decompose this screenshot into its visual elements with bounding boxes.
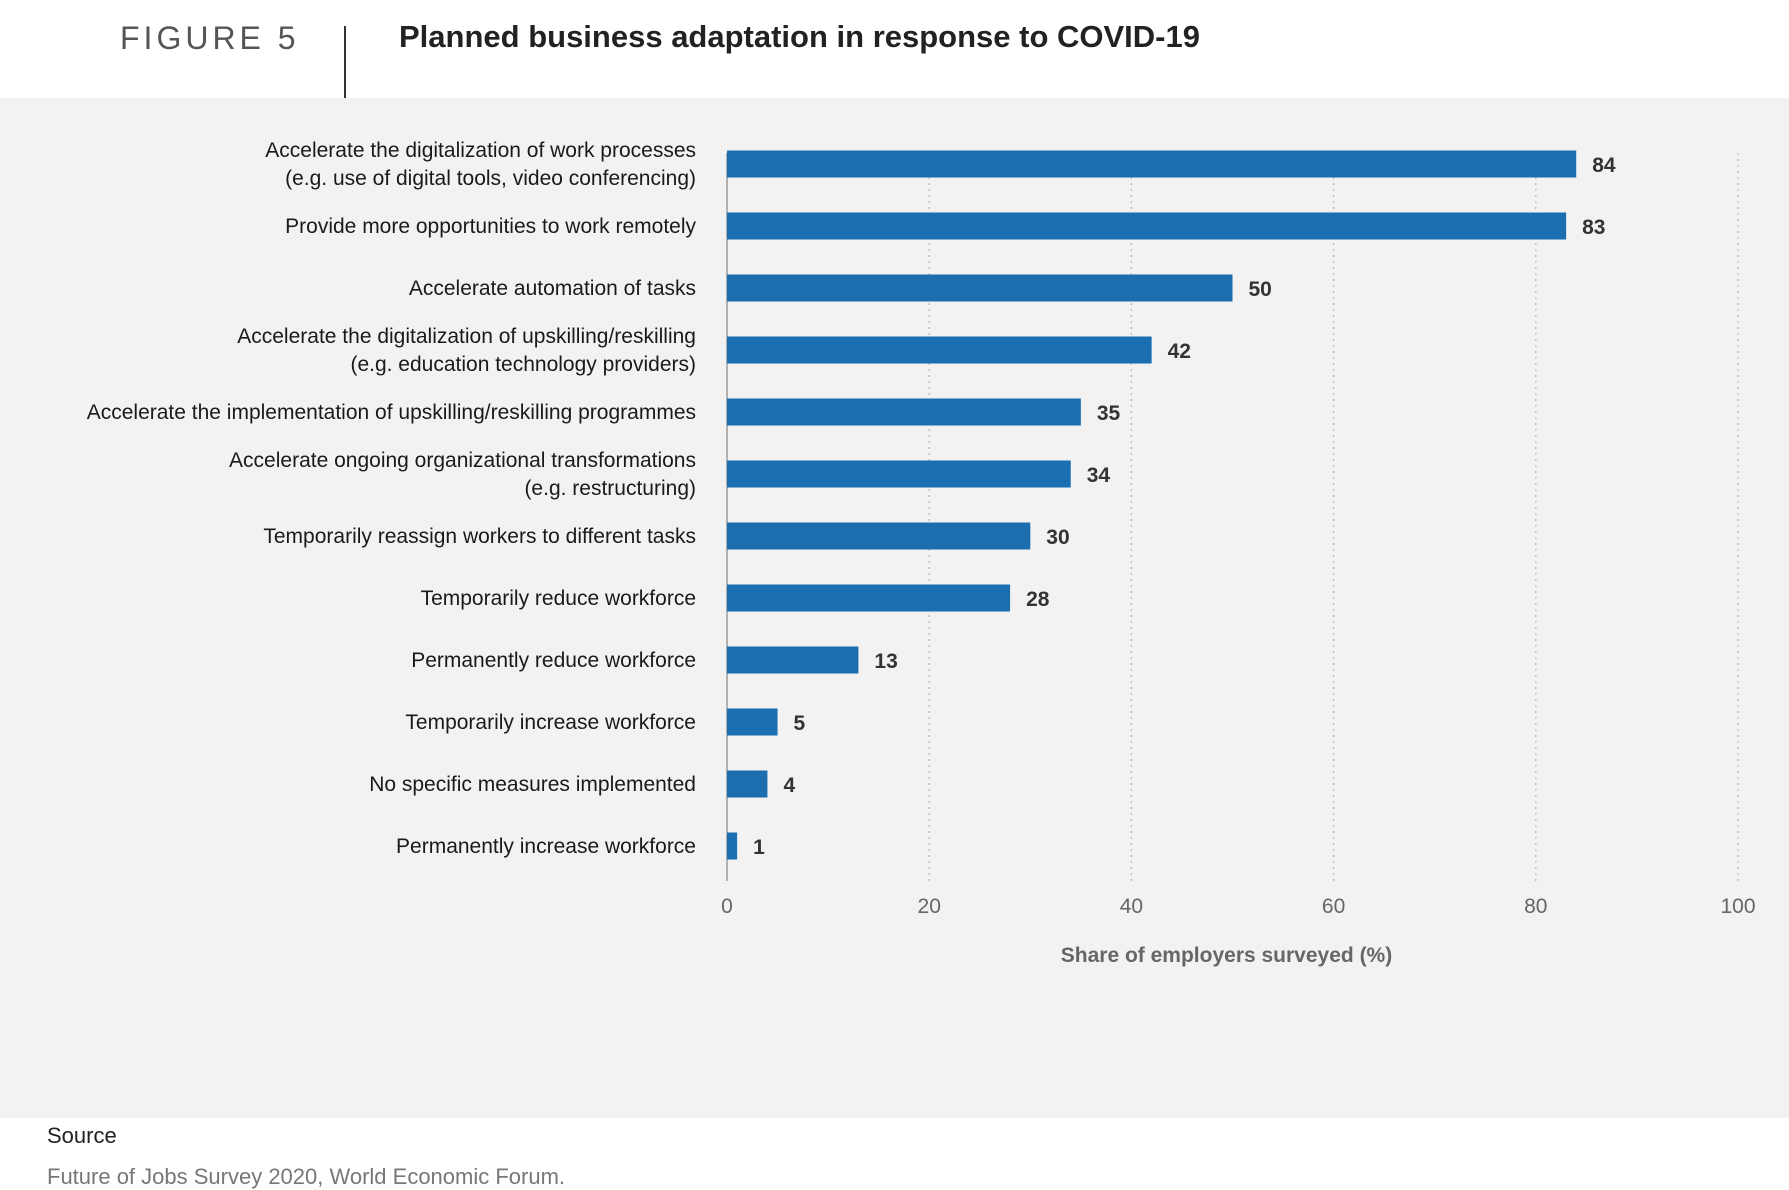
chart-title: Planned business adaptation in response … [399, 19, 1200, 54]
category-label: Accelerate the digitalization of work pr… [265, 139, 696, 162]
category-label: Accelerate ongoing organizational transf… [229, 449, 696, 472]
bar [727, 832, 738, 860]
x-tick-label: 100 [1720, 895, 1755, 918]
category-label: (e.g. use of digital tools, video confer… [285, 167, 696, 190]
category-label: Provide more opportunities to work remot… [285, 215, 696, 238]
bar [727, 522, 1031, 550]
data-label: 42 [1168, 340, 1191, 363]
chart-panel: 84 Accelerate the digitalization of work … [0, 98, 1789, 1189]
category-label: Permanently increase workforce [396, 835, 696, 858]
category-label: (e.g. restructuring) [524, 477, 696, 500]
data-label: 50 [1249, 278, 1272, 301]
data-label: 34 [1087, 464, 1111, 487]
data-label: 84 [1592, 154, 1616, 177]
bar [727, 708, 778, 736]
bar [727, 150, 1577, 178]
bar [727, 336, 1152, 364]
data-label: 4 [783, 774, 795, 797]
x-axis-title: Share of employers surveyed (%) [1061, 944, 1392, 967]
bar [727, 460, 1071, 488]
bar [727, 646, 859, 674]
data-label: 13 [874, 650, 897, 673]
x-tick-label: 40 [1120, 895, 1143, 918]
source-text: Future of Jobs Survey 2020, World Econom… [47, 1164, 566, 1189]
category-label: No specific measures implemented [369, 773, 696, 796]
source-heading: Source [47, 1123, 117, 1148]
category-label: Accelerate the digitalization of upskill… [237, 325, 696, 348]
category-label: Temporarily reduce workforce [421, 587, 696, 610]
data-label: 1 [753, 836, 765, 859]
data-label: 83 [1582, 216, 1605, 239]
header-divider [344, 26, 346, 98]
bar [727, 770, 768, 798]
bar [727, 584, 1011, 612]
figure-number: FIGURE 5 [120, 20, 300, 56]
category-label: Accelerate the implementation of upskill… [87, 401, 696, 424]
data-label: 35 [1097, 402, 1121, 425]
x-tick-label: 80 [1524, 895, 1547, 918]
data-label: 5 [794, 712, 806, 735]
category-label: Accelerate automation of tasks [409, 277, 696, 300]
data-label: 28 [1026, 588, 1050, 611]
figure-header: FIGURE 5 Planned business adaptation in … [0, 0, 1789, 98]
bar [727, 212, 1567, 240]
x-tick-label: 0 [721, 895, 733, 918]
bar-chart: 84 Accelerate the digitalization of work … [87, 139, 1756, 967]
x-tick-label: 60 [1322, 895, 1345, 918]
category-label: Temporarily reassign workers to differen… [263, 525, 696, 548]
category-label: Permanently reduce workforce [411, 649, 696, 672]
category-label: Temporarily increase workforce [405, 711, 696, 734]
bar [727, 398, 1081, 426]
x-tick-label: 20 [918, 895, 941, 918]
data-label: 30 [1046, 526, 1069, 549]
bar [727, 274, 1233, 302]
category-label: (e.g. education technology providers) [350, 353, 696, 376]
